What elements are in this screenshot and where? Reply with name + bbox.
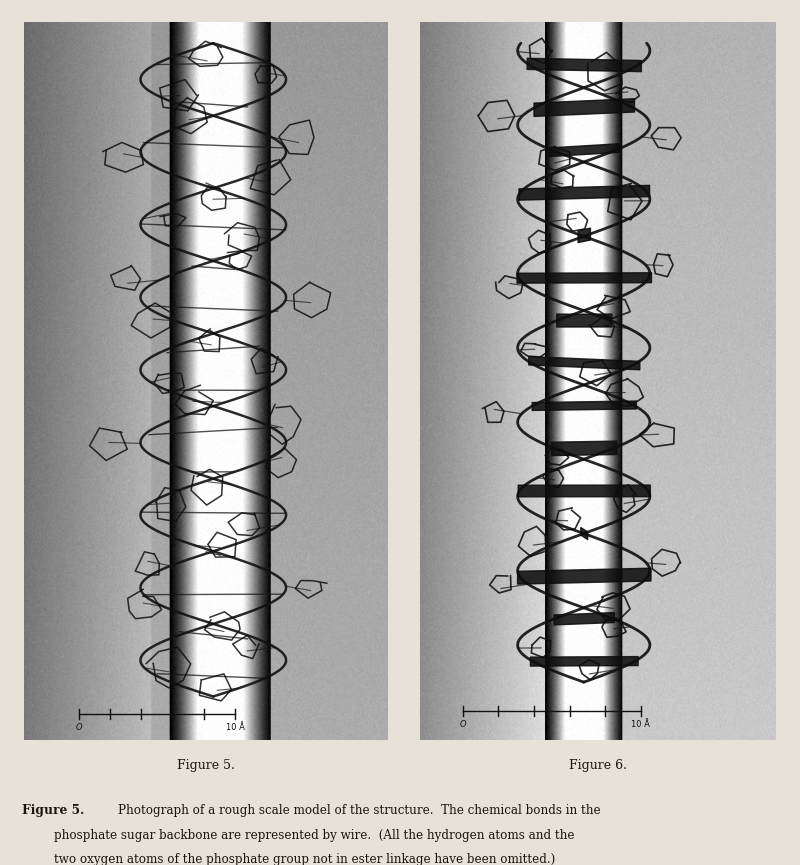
Text: Figure 5.: Figure 5.	[22, 804, 85, 817]
Text: phosphate sugar backbone are represented by wire.  (All the hydrogen atoms and t: phosphate sugar backbone are represented…	[54, 829, 575, 842]
Text: Figure 6.: Figure 6.	[569, 759, 627, 772]
Text: 10 Å: 10 Å	[631, 720, 650, 728]
Text: O: O	[75, 723, 82, 732]
Text: two oxygen atoms of the phosphate group not in ester linkage have been omitted.): two oxygen atoms of the phosphate group …	[54, 853, 556, 865]
Text: Figure 5.: Figure 5.	[177, 759, 235, 772]
Text: 10 Å: 10 Å	[226, 723, 245, 732]
Text: Photograph of a rough scale model of the structure.  The chemical bonds in the: Photograph of a rough scale model of the…	[118, 804, 601, 817]
Text: O: O	[459, 720, 466, 728]
